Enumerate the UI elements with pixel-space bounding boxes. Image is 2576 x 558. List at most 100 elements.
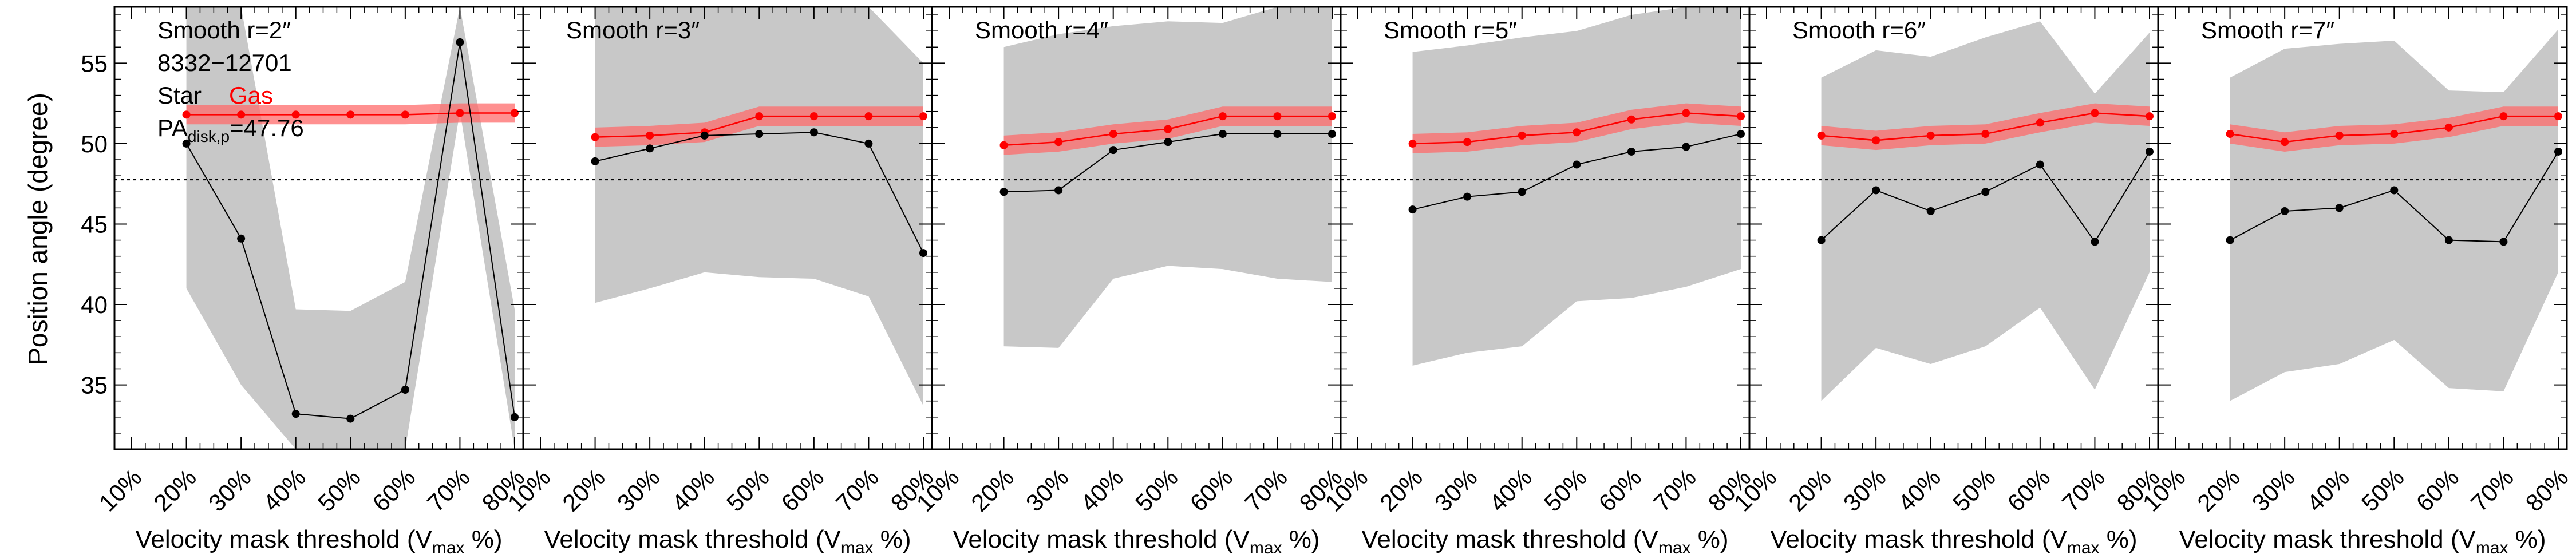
star-point <box>291 410 300 418</box>
gas-point <box>2036 118 2044 127</box>
panel-4: 10% 20% 30% 40% 50% 60% 70% 80%Smooth r=5″Veloc… <box>1320 6 1756 557</box>
x-axis-label: Velocity mask threshold (Vmax %) <box>953 525 1319 557</box>
gas-point <box>1273 112 1282 121</box>
star-point <box>1218 130 1227 138</box>
star-point <box>1054 186 1063 195</box>
panel-title: Smooth r=5″ <box>1384 17 1517 43</box>
x-tick-label: 60% <box>2411 464 2464 517</box>
star-point <box>646 144 654 153</box>
pa-sub: disk,p <box>188 128 230 145</box>
gas-point <box>2499 112 2508 121</box>
x-tick-label: 20% <box>2192 464 2245 517</box>
x-tick-label: 70% <box>1648 464 1701 517</box>
panel-2: 10% 20% 30% 40% 50% 60% 70% 80%Smooth r=3″Veloc… <box>503 6 938 557</box>
panel-frame <box>2157 6 2568 450</box>
x-axis-label: Velocity mask threshold (Vmax %) <box>135 525 502 557</box>
pa-value: =47.76 <box>230 114 304 141</box>
star-point <box>2444 236 2453 244</box>
gas-point <box>2390 130 2399 138</box>
gas-point <box>1627 115 1635 124</box>
x-axis-label-main: Velocity mask threshold (V <box>2179 525 2476 553</box>
panel-plot-area <box>114 7 523 449</box>
x-axis-label-main: Velocity mask threshold (V <box>1361 525 1658 553</box>
panel-title: Smooth r=3″ <box>566 17 700 43</box>
panel-plot-area <box>1749 21 2158 401</box>
x-tick-label: 40% <box>258 464 311 517</box>
x-tick-label: 50% <box>2356 464 2409 517</box>
x-tick-label: 60% <box>1185 464 1238 517</box>
star-point <box>2554 147 2562 156</box>
gas-point <box>2554 112 2562 121</box>
x-axis-label-main: Velocity mask threshold (V <box>1770 525 2067 553</box>
star-point <box>511 413 519 421</box>
star-point <box>2281 207 2289 215</box>
y-tick-label: 50 <box>81 130 108 157</box>
object-id-label: 8332−12701 <box>157 49 292 76</box>
gas-point <box>1109 130 1117 138</box>
panel-title: Smooth r=2″ <box>157 17 291 43</box>
x-tick-label: 60% <box>776 464 829 517</box>
x-axis-label-main: Velocity mask threshold (V <box>135 525 432 553</box>
x-tick-label: 30% <box>203 464 256 517</box>
legend-star-label: Star <box>157 82 202 109</box>
star-point <box>2390 186 2399 195</box>
star-point <box>919 249 927 258</box>
gas-point <box>1463 138 1472 147</box>
x-tick-label: 30% <box>612 464 665 517</box>
star-point <box>1164 138 1172 147</box>
star-point <box>1463 192 1472 201</box>
x-tick-label: 50% <box>1130 464 1183 517</box>
star-point <box>2091 238 2099 246</box>
gas-point <box>1218 112 1227 121</box>
x-axis-label-main: Velocity mask threshold (V <box>544 525 841 553</box>
star-uncertainty-band <box>1003 7 1332 348</box>
star-point <box>999 188 1008 196</box>
gas-point <box>511 109 519 117</box>
gas-point <box>1872 136 1880 145</box>
gas-point <box>864 112 873 121</box>
gas-point <box>1518 131 1526 140</box>
gas-point <box>237 110 246 119</box>
star-point <box>2226 236 2234 244</box>
gas-point <box>999 141 1008 149</box>
star-point <box>1926 207 1935 215</box>
panel-plot-area <box>932 7 1341 348</box>
x-axis-label: Velocity mask threshold (Vmax %) <box>544 525 911 557</box>
star-point <box>755 130 764 138</box>
panel-title: Smooth r=7″ <box>2201 17 2334 43</box>
gas-point <box>1328 112 1336 121</box>
star-point <box>2335 204 2344 212</box>
panel-6: 10% 20% 30% 40% 50% 60% 70% 80%Smooth r=7″Veloc… <box>2138 6 2573 557</box>
star-uncertainty-band <box>1821 21 2150 401</box>
x-tick-label: 20% <box>966 464 1019 517</box>
gas-point <box>1164 125 1172 133</box>
x-tick-label: 20% <box>148 464 202 517</box>
x-axis-label: Velocity mask threshold (Vmax %) <box>1770 525 2137 557</box>
gas-uncertainty-band <box>2230 106 2558 152</box>
x-tick-label: 60% <box>368 464 421 517</box>
y-tick-label: 45 <box>81 211 108 238</box>
gas-point <box>809 112 818 121</box>
star-uncertainty-band <box>595 7 923 406</box>
star-point <box>237 234 246 243</box>
panel-plot-area <box>523 7 932 406</box>
gas-point <box>2091 109 2099 117</box>
star-point <box>401 385 409 394</box>
x-tick-label: 70% <box>422 464 475 517</box>
gas-point <box>1054 138 1063 147</box>
star-point <box>2036 160 2044 169</box>
gas-point <box>919 112 927 121</box>
x-axis-label-sub: max <box>1658 539 1691 557</box>
x-axis-label: Velocity mask threshold (Vmax %) <box>1361 525 1728 557</box>
star-point <box>1737 130 1745 138</box>
star-point <box>2146 147 2154 156</box>
star-uncertainty-band <box>186 7 515 449</box>
panel-plot-area <box>2158 29 2567 401</box>
x-tick-label: 30% <box>1429 464 1483 517</box>
star-uncertainty-band <box>2230 29 2558 401</box>
gas-point <box>291 110 300 119</box>
star-point <box>1981 188 1990 196</box>
x-tick-label: 40% <box>1075 464 1128 517</box>
gas-point <box>646 131 654 140</box>
